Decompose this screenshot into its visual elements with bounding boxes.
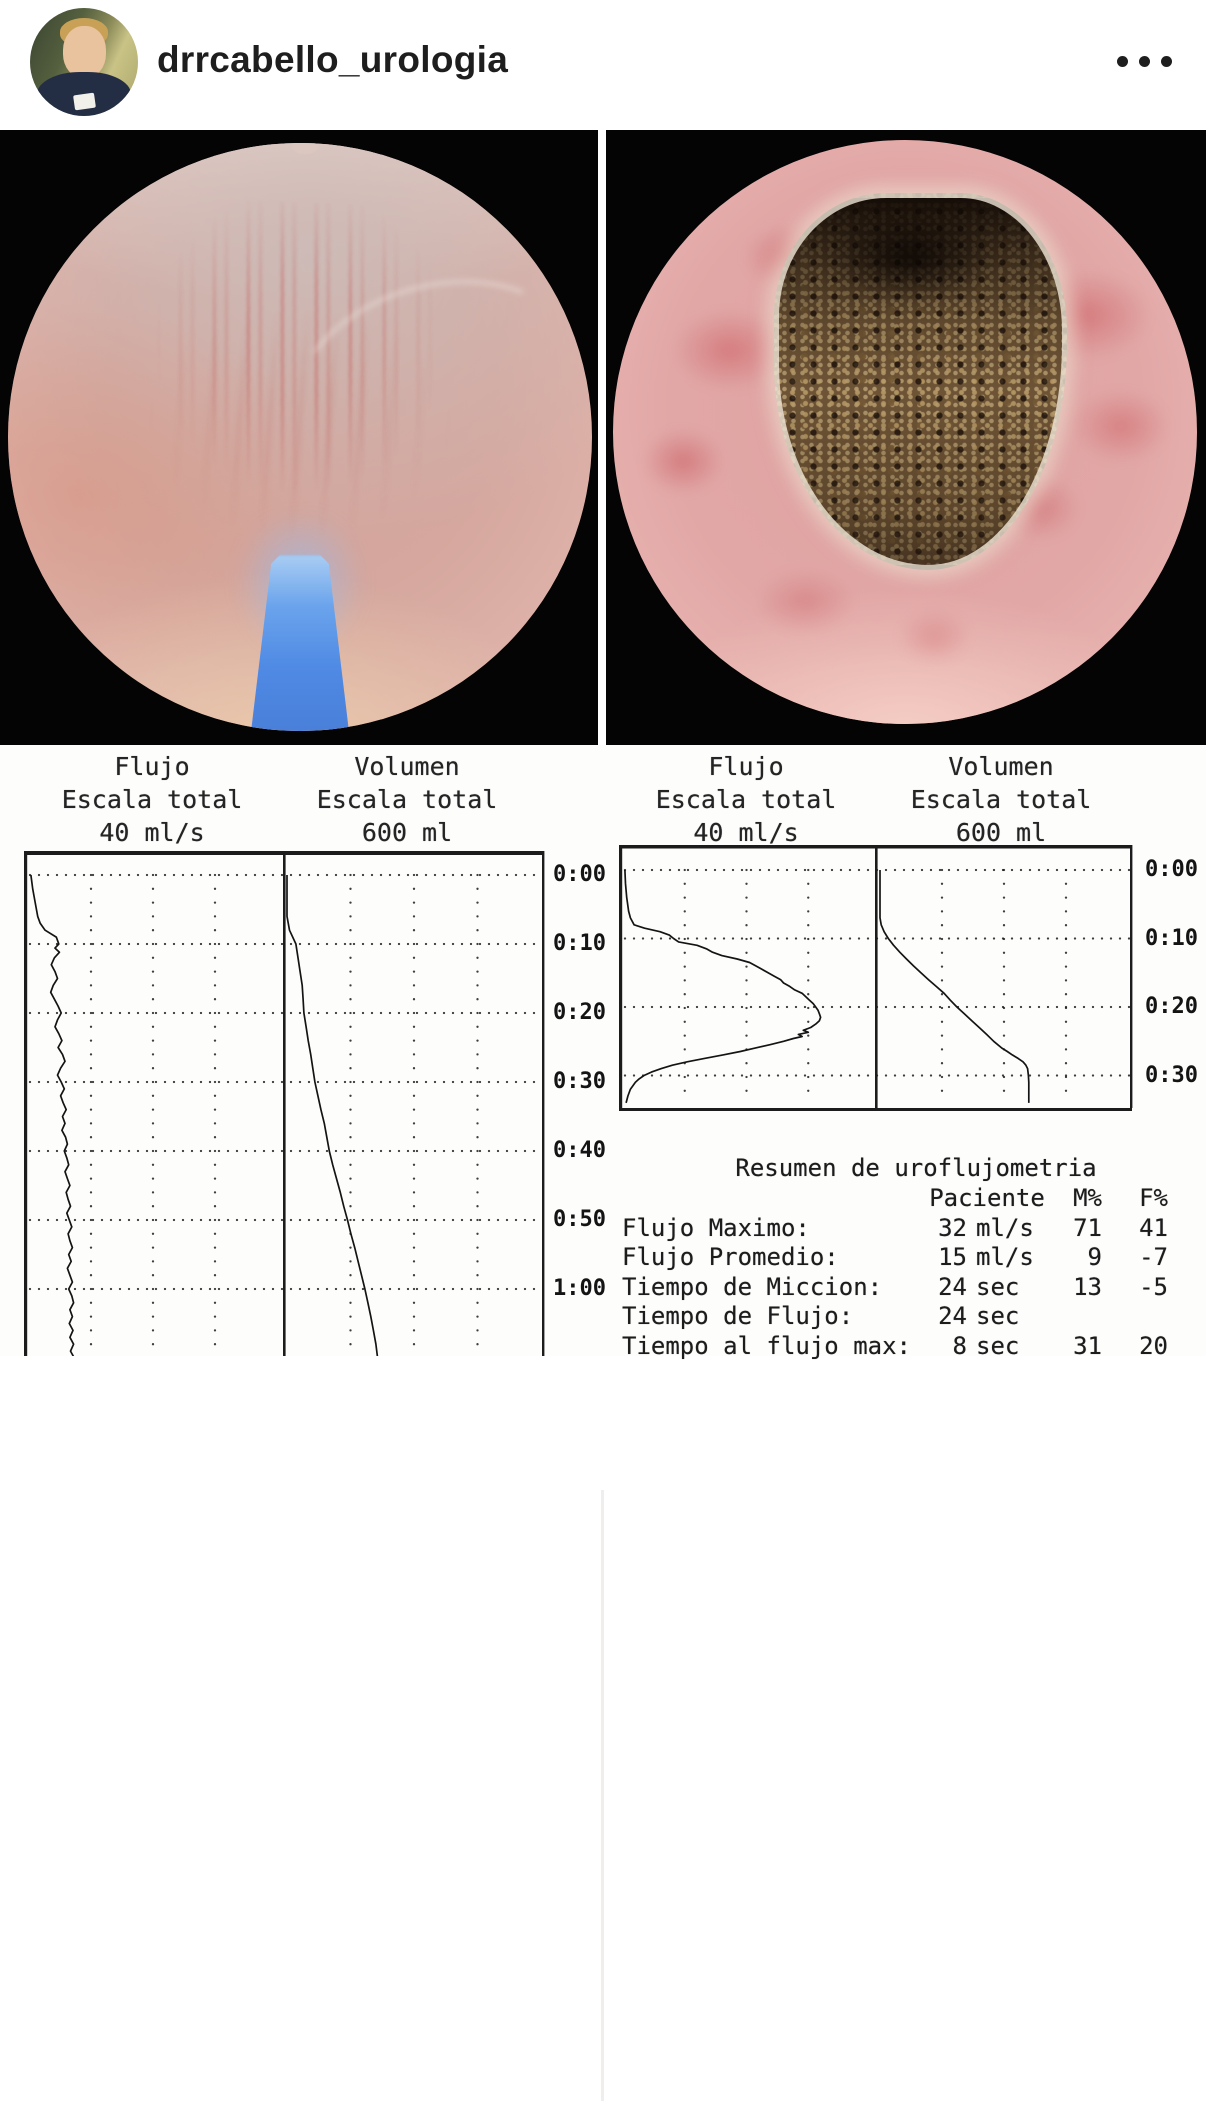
post-header: drrcabello_urologia [0, 0, 1206, 130]
table-cell-unit: sec [976, 1331, 1020, 1360]
table-cell-unit: ml/s [976, 1213, 1034, 1242]
panel-title: Flujo [114, 752, 190, 781]
time-tick-label: 0:10 [1145, 925, 1198, 951]
time-tick-label: 0:00 [1145, 857, 1198, 882]
dot-icon [1117, 56, 1128, 67]
table-cell-m: 71 [1073, 1213, 1102, 1242]
chart2-volume-header: Volumen Escala total 600 ml [861, 750, 1141, 849]
table-header-cell: M% [1073, 1184, 1102, 1212]
table-cell-m: 13 [1073, 1272, 1102, 1301]
summary-title: Resumen de uroflujometria [735, 1154, 1097, 1182]
endoscope-view-circle [8, 143, 592, 731]
table-cell-m: 9 [1087, 1243, 1102, 1271]
panel-scale: 40 ml/s [99, 818, 205, 847]
panel-scale: 600 ml [361, 818, 453, 847]
dot-icon [1161, 56, 1172, 67]
more-options-button[interactable] [1117, 56, 1172, 67]
table-row-label: Tiempo de Miccion: [622, 1272, 883, 1301]
summary-table: Paciente M% F% Flujo Maximo: 32 ml/s 71 … [612, 1184, 1192, 1361]
panel-subtitle: Escala total [655, 785, 837, 814]
panel-scale: 40 ml/s [693, 818, 799, 847]
trace-volumen [879, 870, 1030, 1103]
username[interactable]: drrcabello_urologia [157, 39, 509, 80]
panel-title: Volumen [948, 752, 1054, 781]
avatar-art [63, 26, 106, 78]
time-tick-label: 0:00 [553, 862, 606, 887]
panel-title: Flujo [708, 752, 784, 781]
table-header-cell: Paciente [929, 1184, 1045, 1212]
panel-subtitle: Escala total [910, 785, 1092, 814]
table-row-label: Flujo Promedio: [622, 1243, 839, 1271]
table-cell-m: 31 [1073, 1331, 1102, 1360]
trace-flujo [30, 874, 76, 1373]
uroflow-summary: Resumen de uroflujometria Paciente M% F%… [612, 1152, 1192, 1361]
time-tick-label: 0:50 [553, 1207, 606, 1232]
trace-flujo [624, 869, 822, 1104]
table-row-label: Flujo Maximo: [622, 1213, 810, 1242]
table-cell-f: -5 [1139, 1272, 1168, 1301]
panel-subtitle: Escala total [316, 785, 498, 814]
endoscopy-image-before[interactable] [0, 130, 598, 745]
table-row-label: Tiempo de Flujo: [622, 1302, 854, 1330]
avatar-art [73, 92, 96, 111]
chart2-flow-header: Flujo Escala total 40 ml/s [606, 750, 886, 849]
time-tick-label: 0:30 [553, 1069, 606, 1094]
cavity-shadow-art [788, 198, 1034, 316]
panel-subtitle: Escala total [61, 785, 243, 814]
table-cell-value: 24 [938, 1302, 967, 1330]
table-cell-value: 8 [952, 1331, 967, 1360]
table-cell-f: 41 [1139, 1213, 1168, 1242]
table-header-cell: F% [1139, 1184, 1168, 1212]
table-cell-value: 24 [938, 1272, 967, 1301]
table-cell-value: 32 [938, 1213, 967, 1242]
time-tick-label: 0:30 [1145, 1062, 1198, 1088]
endoscopy-image-after[interactable] [606, 130, 1206, 745]
uroflow-chart-after: 0:00 0:10 0:20 0:30 [610, 840, 1206, 1140]
dot-icon [1139, 56, 1150, 67]
trace-volumen [286, 875, 381, 1372]
time-tick-label: 1:00 [553, 1276, 606, 1301]
tissue-bump-art [291, 143, 318, 154]
panel-scale: 600 ml [955, 818, 1047, 847]
chart-canvas [619, 845, 1133, 1111]
table-row-label: Tiempo al flujo max: [622, 1331, 911, 1360]
chart1-volume-header: Volumen Escala total 600 ml [267, 750, 547, 849]
table-cell-f: -7 [1139, 1243, 1168, 1271]
chart-canvas [24, 851, 545, 1373]
panel-title: Volumen [354, 752, 460, 781]
endoscope-view-circle [613, 140, 1197, 724]
time-tick-label: 0:20 [553, 1000, 606, 1025]
chart1-flow-header: Flujo Escala total 40 ml/s [12, 750, 292, 849]
table-cell-unit: ml/s [976, 1243, 1034, 1271]
time-tick-label: 0:10 [553, 931, 606, 956]
time-tick-label: 0:40 [553, 1138, 606, 1163]
table-cell-unit: sec [976, 1302, 1020, 1330]
avatar[interactable] [30, 8, 138, 116]
scan-seam [601, 1490, 604, 2101]
table-cell-unit: sec [976, 1272, 1020, 1301]
table-cell-f: 20 [1139, 1331, 1168, 1360]
table-cell-value: 15 [938, 1243, 967, 1271]
time-tick-label: 0:20 [1145, 994, 1198, 1019]
uroflow-chart-before: 0:00 0:10 0:20 0:30 0:40 0:50 1:00 [16, 845, 616, 1373]
